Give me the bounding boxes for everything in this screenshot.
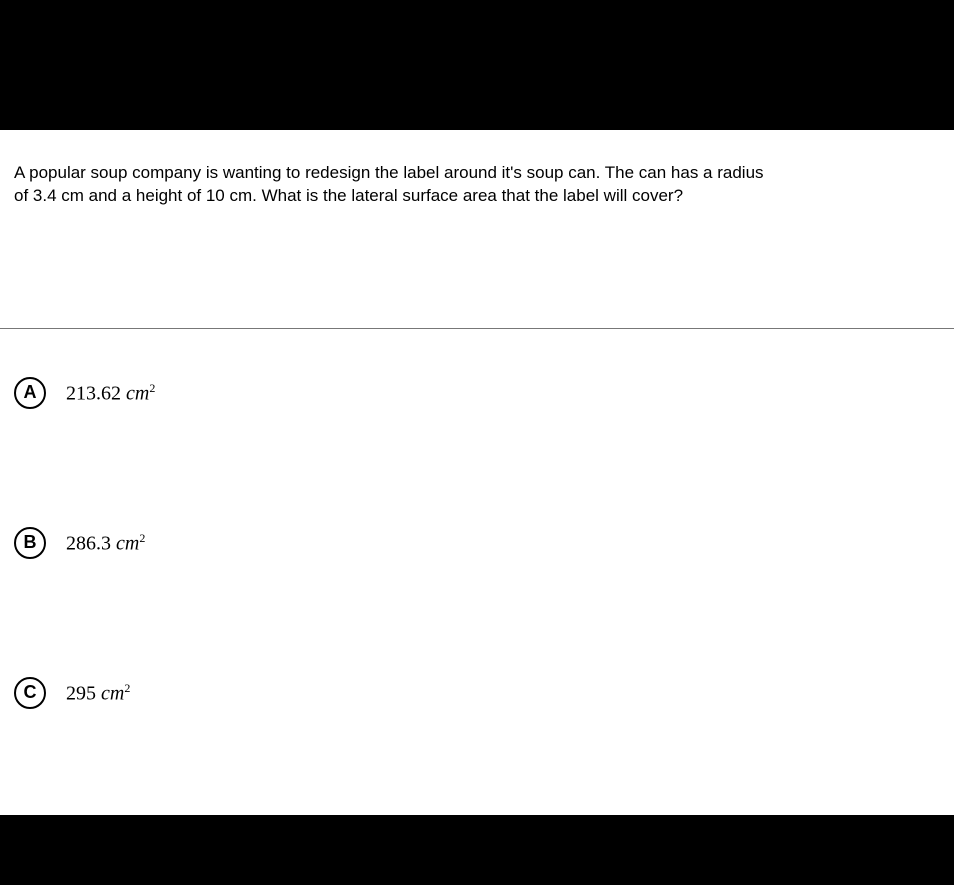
- option-answer-text: 362.99 cm2: [66, 831, 155, 856]
- question-page: A popular soup company is wanting to red…: [0, 130, 954, 815]
- option-letter-circle: B: [14, 527, 46, 559]
- option-unit: cm: [101, 682, 124, 704]
- option-letter: C: [24, 682, 37, 703]
- options-list: A 213.62 cm2 B 286.3 cm2 C 295 cm2: [0, 377, 954, 859]
- option-a[interactable]: A 213.62 cm2: [14, 377, 940, 409]
- option-answer-text: 213.62 cm2: [66, 381, 155, 406]
- option-c[interactable]: C 295 cm2: [14, 677, 940, 709]
- option-value: 295: [66, 682, 96, 704]
- option-d[interactable]: D 362.99 cm2: [14, 827, 940, 859]
- section-divider: [0, 328, 954, 329]
- option-letter: D: [24, 832, 37, 853]
- option-letter-circle: D: [14, 827, 46, 859]
- question-line-2: of 3.4 cm and a height of 10 cm. What is…: [14, 186, 683, 205]
- option-unit: cm: [126, 382, 149, 404]
- option-value: 286.3: [66, 532, 111, 554]
- question-text: A popular soup company is wanting to red…: [0, 162, 954, 208]
- option-answer-text: 295 cm2: [66, 681, 130, 706]
- option-answer-text: 286.3 cm2: [66, 531, 145, 556]
- option-unit: cm: [116, 532, 139, 554]
- option-value: 362.99: [66, 832, 121, 854]
- option-exp: 2: [149, 831, 155, 845]
- option-unit: cm: [126, 832, 149, 854]
- option-letter-circle: C: [14, 677, 46, 709]
- option-exp: 2: [124, 681, 130, 695]
- option-exp: 2: [139, 531, 145, 545]
- question-line-1: A popular soup company is wanting to red…: [14, 163, 764, 182]
- option-letter-circle: A: [14, 377, 46, 409]
- option-b[interactable]: B 286.3 cm2: [14, 527, 940, 559]
- option-value: 213.62: [66, 382, 121, 404]
- option-letter: B: [24, 532, 37, 553]
- option-exp: 2: [149, 381, 155, 395]
- option-letter: A: [24, 382, 37, 403]
